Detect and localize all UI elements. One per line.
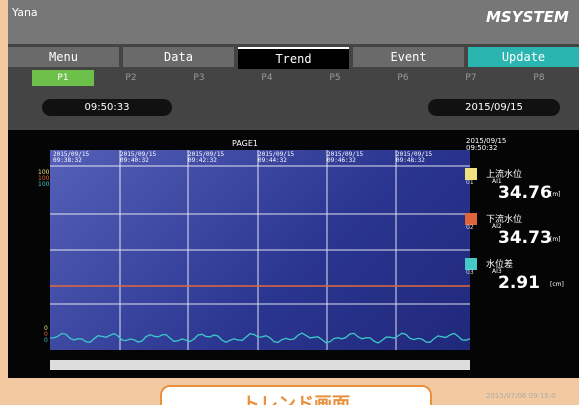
channel-value: 34.76: [498, 183, 552, 203]
page-button[interactable]: P1: [32, 70, 94, 86]
time: 09:50:32: [466, 145, 506, 152]
page-button[interactable]: P8: [508, 70, 570, 86]
channel-no: 01: [466, 179, 474, 186]
time: 09:40:32: [120, 158, 156, 164]
tab[interactable]: Menu: [8, 47, 119, 67]
channel-unit: [m]: [550, 191, 561, 198]
caption: トレンド画面: [160, 385, 432, 405]
page-button[interactable]: P7: [440, 70, 502, 86]
channel-value: 34.73: [498, 228, 552, 248]
channel-no: 03: [466, 269, 474, 276]
channel-value: 2.91: [498, 273, 540, 293]
page-button[interactable]: P4: [236, 70, 298, 86]
page-button[interactable]: P5: [304, 70, 366, 86]
page-button[interactable]: P2: [100, 70, 162, 86]
time: 09:46:32: [327, 158, 363, 164]
footer-time: 2015/07/06 09:15:0: [486, 392, 556, 400]
time: 09:44:32: [258, 158, 294, 164]
time: 09:42:32: [188, 158, 224, 164]
grid: [50, 150, 470, 350]
page-button[interactable]: P6: [372, 70, 434, 86]
scale-min: 0: [44, 338, 48, 344]
tab[interactable]: Data: [123, 47, 234, 67]
channel-unit: [cm]: [550, 281, 564, 288]
channel-unit: [m]: [550, 236, 561, 243]
tab[interactable]: Update: [468, 47, 579, 67]
page-button[interactable]: P3: [168, 70, 230, 86]
time: 09:48:32: [396, 158, 432, 164]
tab[interactable]: Trend: [238, 47, 349, 69]
screen-photo: Yana MSYSTEM 09:50:33 2015/09/15 PAGE1 2…: [0, 0, 579, 405]
channel-no: 02: [466, 224, 474, 231]
scrollbar: [50, 360, 470, 370]
scale-max: 100: [38, 182, 49, 188]
tab[interactable]: Event: [353, 47, 464, 67]
time: 09:38:32: [53, 158, 89, 164]
trend-line-3: [50, 333, 470, 343]
